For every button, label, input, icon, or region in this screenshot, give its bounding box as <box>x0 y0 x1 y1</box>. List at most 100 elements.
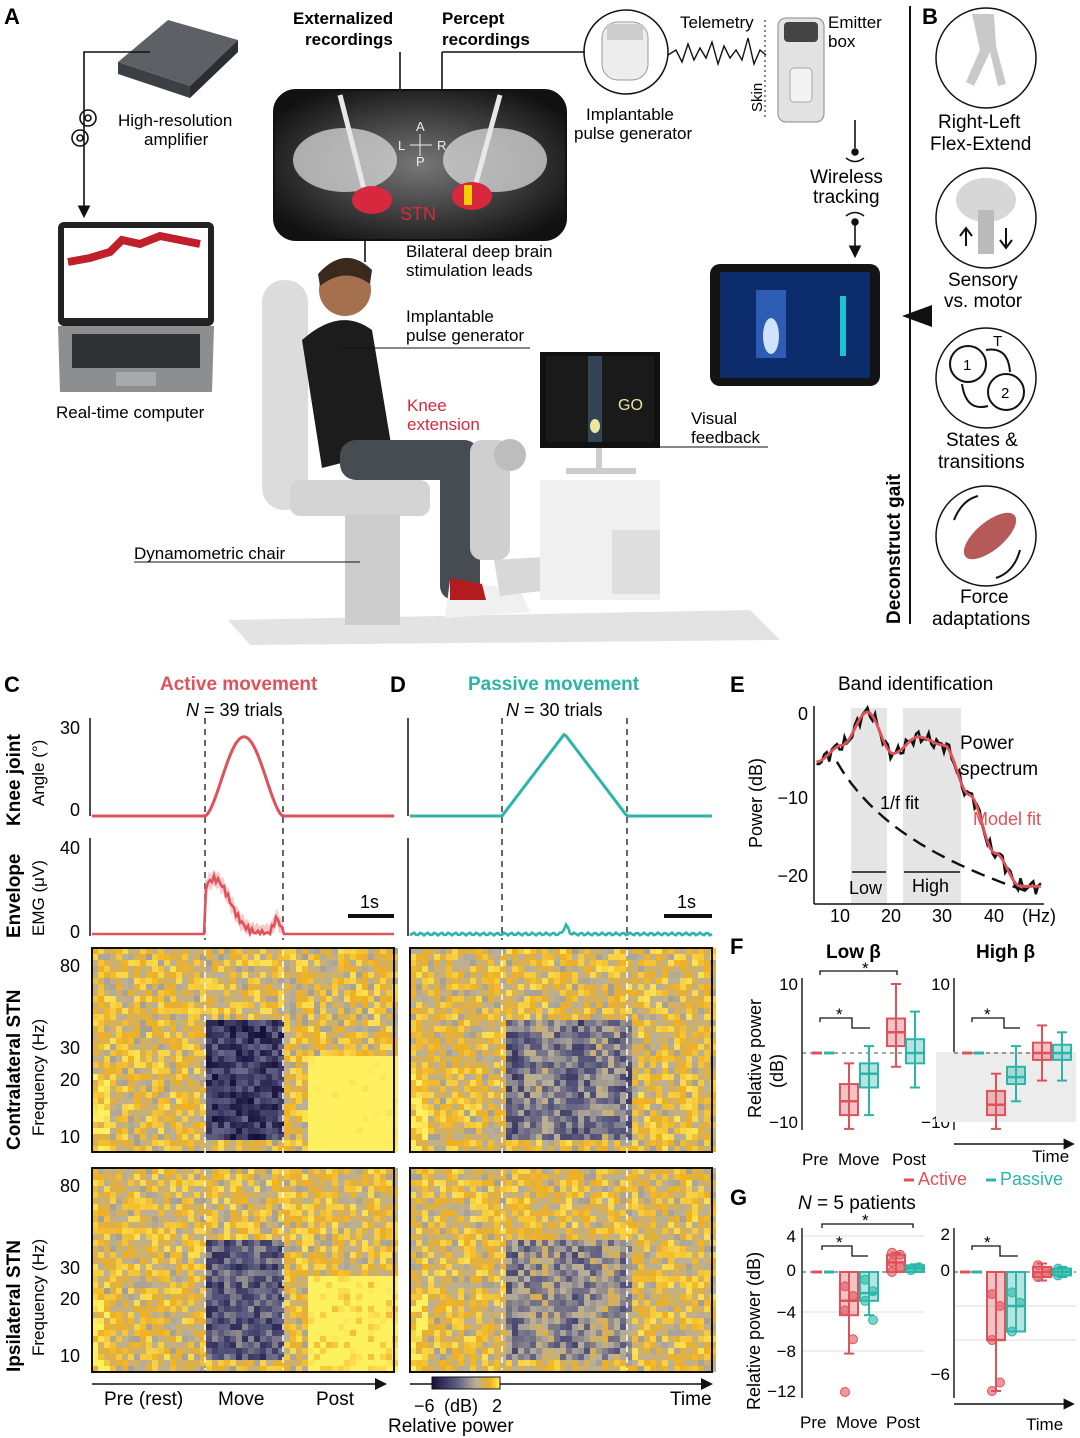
spectrogram-cell <box>224 1348 230 1354</box>
spectrogram-cell <box>290 1086 296 1092</box>
spectrogram-cell <box>224 1026 230 1032</box>
spectrogram-cell <box>464 1020 470 1026</box>
spectrogram-cell <box>314 1342 320 1348</box>
spectrogram-cell <box>140 1288 146 1294</box>
spectrogram-cell <box>104 1366 110 1372</box>
spectrogram-cell <box>128 972 134 978</box>
contra-tick-10: 10 <box>60 1127 80 1147</box>
spectrogram-cell <box>446 954 452 960</box>
spectrogram-cell <box>206 1300 212 1306</box>
spectrogram-cell <box>200 1122 206 1128</box>
spectrogram-cell <box>266 966 272 972</box>
spectrogram-cell <box>164 1074 170 1080</box>
spectrogram-cell <box>380 1116 386 1122</box>
spectrogram-cell <box>182 1074 188 1080</box>
spectrogram-cell <box>128 1216 134 1222</box>
spectrogram-cell <box>698 1038 704 1044</box>
spectrogram-cell <box>194 1002 200 1008</box>
spectrogram-cell <box>476 1116 482 1122</box>
spectrogram-cell <box>266 1026 272 1032</box>
spectrogram-cell <box>320 960 326 966</box>
spectrogram-cell <box>584 1038 590 1044</box>
spectrogram-cell <box>320 1300 326 1306</box>
spectrogram-cell <box>272 1068 278 1074</box>
spectrogram-cell <box>620 954 626 960</box>
spectrogram-cell <box>308 1276 314 1282</box>
spectrogram-cell <box>134 1062 140 1068</box>
spectrogram-cell <box>158 1330 164 1336</box>
spectrogram-cell <box>92 1192 98 1198</box>
spectrogram-cell <box>110 1354 116 1360</box>
spectrogram-cell <box>572 1146 578 1152</box>
spectrogram-cell <box>134 960 140 966</box>
spectrogram-cell <box>104 1192 110 1198</box>
spectrogram-cell <box>476 1086 482 1092</box>
spectrogram-cell <box>320 1252 326 1258</box>
spectrogram-cell <box>302 1026 308 1032</box>
spectrogram-cell <box>686 1140 692 1146</box>
spectrogram-cell <box>320 1276 326 1282</box>
spectrogram-cell <box>626 1116 632 1122</box>
spectrogram-cell <box>434 948 440 954</box>
spectrogram-cell <box>602 1050 608 1056</box>
spectrogram-cell <box>164 1014 170 1020</box>
spectrogram-cell <box>170 1366 176 1372</box>
spectrogram-cell <box>650 984 656 990</box>
spectrogram-cell <box>662 954 668 960</box>
spectrogram-cell <box>368 984 374 990</box>
spectrogram-cell <box>140 1216 146 1222</box>
spectrogram-cell <box>302 1348 308 1354</box>
spectrogram-cell <box>224 1228 230 1234</box>
spectrogram-cell <box>566 1068 572 1074</box>
skin-label: Skin <box>749 83 766 112</box>
spectrogram-cell <box>248 1210 254 1216</box>
spectrogram-cell <box>266 1002 272 1008</box>
spectrogram-cell <box>146 1300 152 1306</box>
spectrogram-cell <box>320 1128 326 1134</box>
spectrogram-cell <box>320 1360 326 1366</box>
spectrogram-cell <box>458 1134 464 1140</box>
spectrogram-cell <box>446 1086 452 1092</box>
spectrogram-cell <box>116 1318 122 1324</box>
spectrogram-cell <box>650 1062 656 1068</box>
spectrogram-cell <box>488 960 494 966</box>
spectrogram-cell <box>446 1020 452 1026</box>
spectrogram-cell <box>326 1098 332 1104</box>
spectrogram-cell <box>230 1174 236 1180</box>
spectrogram-cell <box>122 1258 128 1264</box>
spectrogram-cell <box>446 978 452 984</box>
spectrogram-cell <box>176 1110 182 1116</box>
spectrogram-cell <box>176 1174 182 1180</box>
spectrogram-cell <box>236 1122 242 1128</box>
spectrogram-cell <box>206 1122 212 1128</box>
spectrogram-cell <box>500 1038 506 1044</box>
spectrogram-cell <box>326 1222 332 1228</box>
spectrogram-cell <box>260 1252 266 1258</box>
spectrogram-cell <box>194 1336 200 1342</box>
spectrogram-cell <box>452 990 458 996</box>
spectrogram-cell <box>584 1128 590 1134</box>
spectrogram-cell <box>452 996 458 1002</box>
spectrogram-cell <box>590 1116 596 1122</box>
spectrogram-cell <box>458 972 464 978</box>
spectrogram-cell <box>254 1038 260 1044</box>
spectrogram-cell <box>584 1044 590 1050</box>
spectrogram-cell <box>572 1002 578 1008</box>
spectrogram-cell <box>92 1348 98 1354</box>
spectrogram-cell <box>344 948 350 954</box>
spectrogram-cell <box>158 1032 164 1038</box>
spectrogram-cell <box>650 960 656 966</box>
spectrogram-cell <box>512 1008 518 1014</box>
spectrogram-cell <box>536 1056 542 1062</box>
spectrogram-cell <box>584 1014 590 1020</box>
spectrogram-cell <box>230 1264 236 1270</box>
spectrogram-cell <box>332 1222 338 1228</box>
leads-label-2: stimulation leads <box>406 261 533 280</box>
spectrogram-cell <box>248 1050 254 1056</box>
spectrogram-cell <box>92 1216 98 1222</box>
spectrogram-cell <box>140 1324 146 1330</box>
spectrogram-cell <box>506 1068 512 1074</box>
spectrogram-cell <box>308 1056 314 1062</box>
spectrogram-cell <box>170 990 176 996</box>
spectrogram-cell <box>650 1104 656 1110</box>
